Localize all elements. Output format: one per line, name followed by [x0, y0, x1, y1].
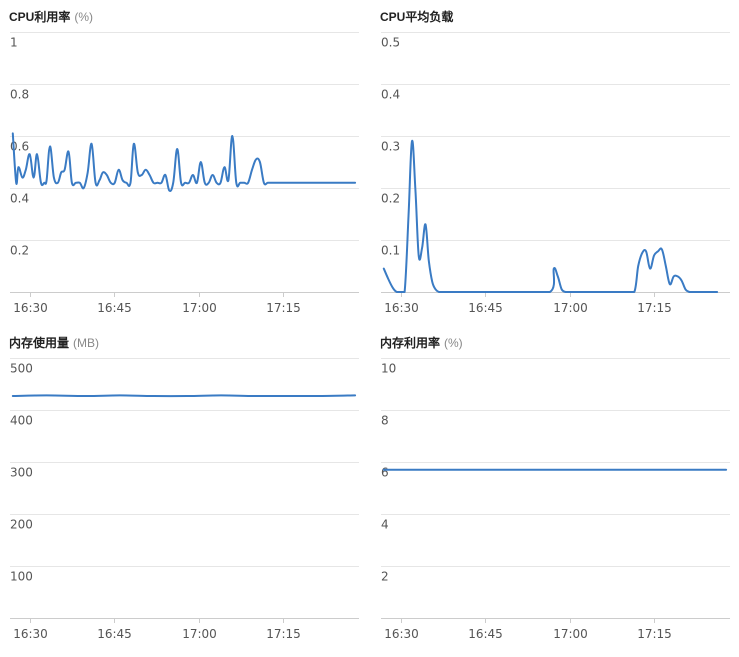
chart-unit: (%) [444, 336, 463, 350]
x-tick-label: 16:30 [13, 301, 48, 315]
series-line [11, 394, 357, 398]
y-tick-label: 0.2 [10, 244, 29, 258]
y-tick-label: 0.5 [381, 36, 400, 50]
cpu-load-chart: CPU平均负载 0.1 0.2 0.3 0.4 0.5 16:30 16:45 17:00 17… [371, 0, 731, 320]
cpu-usage-chart: CPU利用率 (%) 0.2 0.4 0.6 0.8 1 16:30 16:45 17:00 17… [0, 0, 360, 320]
y-tick-label: 0.8 [10, 88, 29, 102]
y-tick-label: 400 [10, 414, 33, 428]
y-tick-label: 0.1 [381, 244, 400, 258]
y-tick-label: 2 [381, 570, 389, 584]
memory-usage-chart: 内存使用量 (MB) 100 200 300 400 500 16:30 16:45 17:00… [0, 326, 360, 646]
x-tick-label: 16:30 [384, 627, 419, 641]
y-tick-label: 500 [10, 362, 33, 376]
y-tick-label: 8 [381, 414, 389, 428]
y-tick-label: 0.4 [10, 192, 29, 206]
x-tick-label: 16:45 [468, 301, 503, 315]
x-tick-label: 17:00 [553, 301, 588, 315]
series-line [382, 140, 719, 293]
chart-title: CPU利用率 (%) [9, 10, 94, 24]
x-tick-label: 16:30 [13, 627, 48, 641]
y-tick-label: 300 [10, 466, 33, 480]
y-tick-label: 4 [381, 518, 389, 532]
y-tick-label: 6 [381, 466, 389, 480]
series-line [11, 132, 357, 193]
y-tick-label: 10 [381, 362, 396, 376]
y-tick-label: 0.3 [381, 140, 400, 154]
memory-utilization-chart: 内存利用率 (%) 2 4 6 8 10 16:30 16:45 17:00 17:15 [371, 326, 731, 646]
chart-title: CPU平均负载 [380, 10, 454, 24]
x-tick-label: 17:00 [182, 301, 217, 315]
x-tick-label: 17:00 [182, 627, 217, 641]
chart-unit: (%) [74, 10, 94, 24]
x-tick-label: 16:45 [97, 627, 132, 641]
chart-plot: 0.1 0.2 0.3 0.4 0.5 16:30 16:45 17:00 17:15 [381, 32, 730, 315]
y-tick-label: 200 [10, 518, 33, 532]
y-tick-label: 1 [10, 36, 18, 50]
x-tick-label: 17:15 [266, 301, 301, 315]
x-tick-label: 16:30 [384, 301, 419, 315]
y-tick-label: 100 [10, 570, 33, 584]
y-tick-label: 0.2 [381, 192, 400, 206]
y-tick-label: 0.4 [381, 88, 400, 102]
chart-title: 内存利用率 (%) [380, 336, 463, 350]
x-tick-label: 16:45 [468, 627, 503, 641]
chart-plot: 100 200 300 400 500 16:30 16:45 17:00 17:15 [10, 358, 359, 641]
chart-title: 内存使用量 (MB) [9, 336, 100, 350]
x-tick-label: 17:00 [553, 627, 588, 641]
x-tick-label: 17:15 [266, 627, 301, 641]
chart-unit: (MB) [73, 336, 100, 350]
x-tick-label: 16:45 [97, 301, 132, 315]
chart-plot: 2 4 6 8 10 16:30 16:45 17:00 17:15 [381, 358, 730, 641]
x-tick-label: 17:15 [637, 301, 672, 315]
x-tick-label: 17:15 [637, 627, 672, 641]
